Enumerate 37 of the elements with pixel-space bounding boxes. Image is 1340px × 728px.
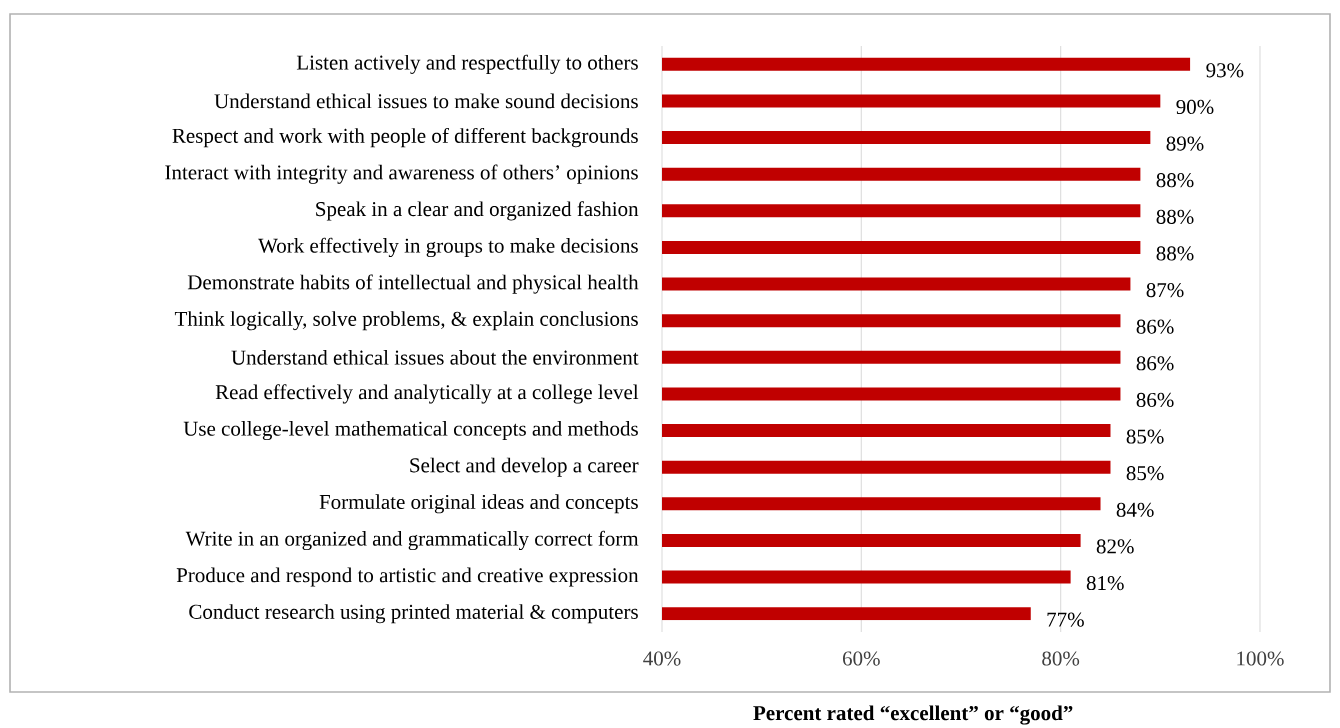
y-tick-label: Write in an organized and grammatically correct form bbox=[185, 530, 639, 551]
x-tick-label: 60% bbox=[842, 651, 880, 666]
y-tick-label: Select and develop a career bbox=[410, 457, 639, 477]
data-label: 85% bbox=[1126, 429, 1164, 444]
x-tick-label: 100% bbox=[1237, 651, 1284, 666]
data-label: 87% bbox=[1146, 282, 1184, 298]
y-tick-label: Conduct research using printed material & computers bbox=[189, 604, 638, 624]
data-label: 88% bbox=[1156, 209, 1194, 224]
y-tick-label: Formulate original ideas and concepts bbox=[319, 494, 638, 514]
y-tick-label: Interact with integrity and awareness of others’ opinions bbox=[165, 164, 638, 184]
y-tick-label: Read effectively and analytically at a college level bbox=[215, 384, 639, 404]
y-tick-label: Respect and work with people of different backgrounds bbox=[172, 127, 638, 148]
y-tick-label: Use college-level mathematical concepts and methods bbox=[183, 421, 638, 441]
data-label: 84% bbox=[1116, 502, 1154, 517]
y-tick-label: Work effectively in groups to make decisions bbox=[258, 237, 638, 258]
data-label: 86% bbox=[1136, 319, 1174, 334]
data-label: 93% bbox=[1206, 63, 1244, 78]
y-tick-label: Demonstrate habits of intellectual and physical health bbox=[187, 274, 639, 294]
x-tick-label: 40% bbox=[643, 651, 681, 666]
data-label: 85% bbox=[1126, 466, 1164, 481]
data-label: 81% bbox=[1086, 575, 1124, 591]
y-tick-label: Speak in a clear and organized fashion bbox=[316, 201, 639, 221]
data-label: 86% bbox=[1136, 356, 1174, 371]
data-label: 82% bbox=[1096, 539, 1134, 554]
data-label: 77% bbox=[1047, 612, 1084, 627]
data-label: 88% bbox=[1156, 173, 1194, 188]
x-axis-title: Percent rated “excellent” or “good” bbox=[753, 705, 1073, 725]
y-tick-label: Think logically, solve problems, & explain conclusions bbox=[174, 311, 638, 331]
y-tick-label: Understand ethical issues about the environment bbox=[231, 349, 639, 365]
y-tick-label: Understand ethical issues to make sound decisions bbox=[214, 93, 638, 109]
data-label: 86% bbox=[1136, 392, 1174, 408]
data-label: 89% bbox=[1166, 136, 1204, 151]
y-tick-label: Produce and respond to artistic and creative expression bbox=[176, 567, 639, 587]
y-tick-label: Listen actively and respectfully to others bbox=[296, 54, 638, 74]
x-tick-label: 80% bbox=[1042, 651, 1080, 666]
data-label: 88% bbox=[1156, 246, 1194, 261]
data-label: 90% bbox=[1176, 99, 1214, 115]
